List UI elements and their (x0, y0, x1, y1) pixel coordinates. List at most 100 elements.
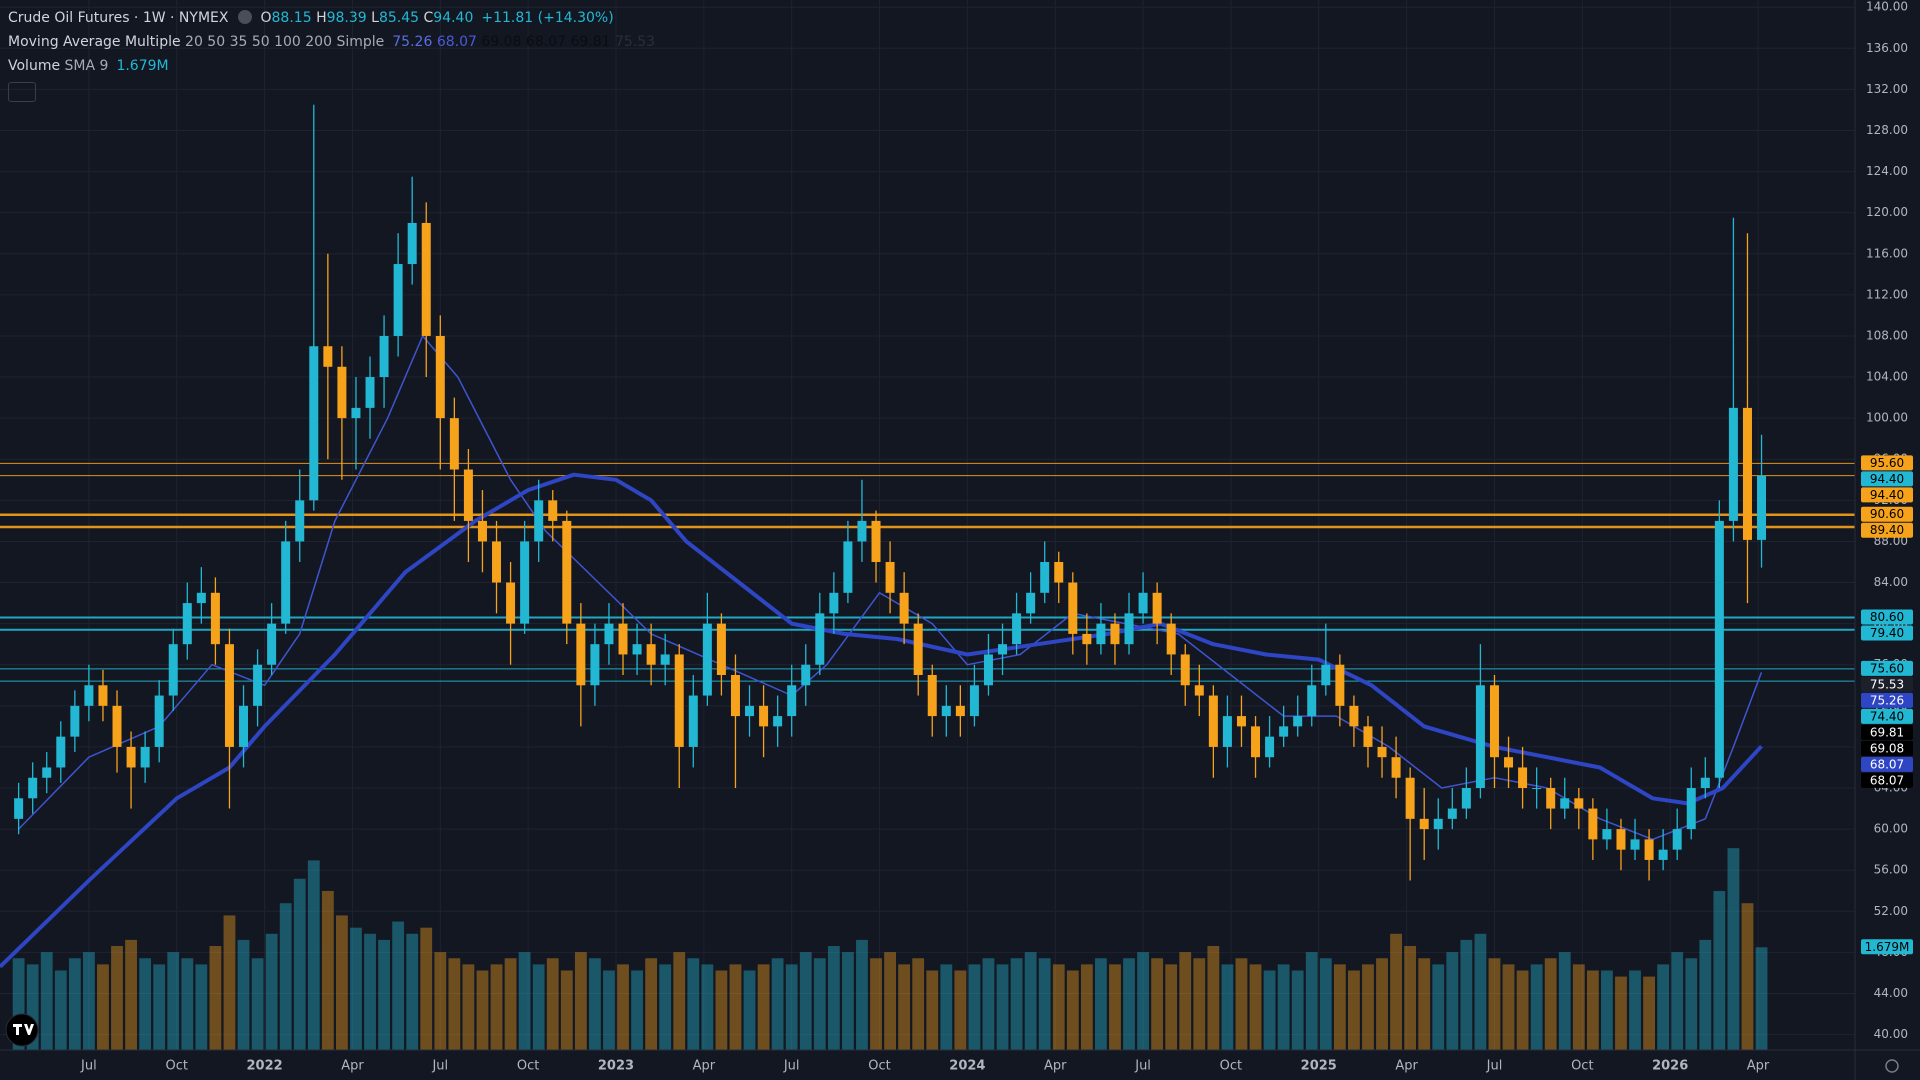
candle-body (1194, 685, 1204, 696)
x-tick-label: Oct (1571, 1059, 1593, 1074)
collapse-button[interactable] (8, 82, 36, 102)
candle-body (1293, 716, 1303, 727)
candle-body (1433, 818, 1443, 830)
volume-bar (1629, 970, 1641, 1050)
y-tick-label: 140.00 (1866, 0, 1908, 14)
candle-body (815, 613, 825, 665)
candle-body (983, 654, 993, 686)
volume-bar (1305, 952, 1318, 1050)
candle-body (1658, 849, 1668, 860)
candle-body (548, 500, 558, 521)
candle-body (730, 675, 740, 717)
candle-body (1335, 664, 1345, 706)
price-tag (1861, 455, 1913, 471)
volume-bar (771, 958, 784, 1050)
y-tick-label: 44.00 (1874, 986, 1908, 1000)
volume-bar (1095, 958, 1107, 1050)
candle-body (998, 644, 1008, 655)
volume-row: Volume SMA 9 1.679M (8, 54, 655, 78)
volume-bar (1572, 964, 1585, 1050)
ma-value: 75.53 (615, 34, 656, 50)
candle-body (309, 346, 319, 501)
candle-body (773, 716, 783, 727)
candle-body (1574, 798, 1584, 809)
ohlc-label: O (260, 10, 272, 26)
volume-bar (1432, 964, 1445, 1050)
ma-row: Moving Average Multiple 20 50 35 50 100 … (8, 30, 655, 54)
ohlc-value: 98.39 (326, 10, 367, 26)
price-tag (1861, 625, 1913, 641)
volume-bar (1755, 947, 1768, 1050)
price-tag (1861, 708, 1913, 724)
volume-bar (1362, 964, 1374, 1050)
volume-bar (1390, 933, 1402, 1050)
price-tag (1861, 756, 1913, 772)
candle-body (70, 705, 80, 737)
price-tag (1861, 660, 1913, 676)
price-tag-label: 89.40 (1870, 523, 1904, 537)
volume-bar (378, 939, 390, 1050)
symbol-title[interactable]: Crude Oil Futures · 1W · NYMEX (8, 10, 229, 26)
ma-value: 75.26 (392, 34, 433, 50)
candle-body (182, 603, 192, 645)
volume-bar (968, 964, 981, 1050)
candle-body (1054, 561, 1064, 583)
candle-body (1012, 613, 1022, 645)
candle-body (267, 623, 277, 665)
x-tick-label: Oct (166, 1059, 188, 1074)
volume-bar (111, 946, 123, 1050)
candle-body (379, 335, 389, 378)
candle-body (492, 541, 502, 583)
price-tag-label: 95.60 (1870, 456, 1904, 470)
symbol-icon[interactable] (238, 10, 253, 24)
volume-bar (82, 952, 95, 1050)
candle-body (534, 500, 544, 542)
volume-bar (336, 915, 348, 1050)
price-tag (1861, 506, 1913, 522)
candle-body (618, 623, 628, 655)
volume-bar (729, 964, 742, 1050)
candle-body (1321, 664, 1331, 686)
candle-body (1405, 777, 1415, 819)
candle-body (196, 592, 206, 604)
candle-body (955, 705, 965, 717)
volume-bar (1516, 970, 1529, 1050)
price-tag-label: 75.53 (1870, 677, 1904, 691)
x-tick-label: Jul (80, 1059, 97, 1074)
logo[interactable] (5, 1013, 39, 1047)
volume-bar (1474, 933, 1487, 1050)
volume-bar (940, 964, 953, 1050)
candle-body (1377, 746, 1387, 758)
volume-bar (1418, 958, 1431, 1050)
candle-body (857, 520, 867, 542)
candle-body (253, 664, 263, 706)
volume-bar (1066, 970, 1079, 1050)
volume-bar (307, 860, 320, 1050)
volume-name[interactable]: Volume (8, 58, 61, 74)
candle-body (1152, 592, 1162, 624)
candle-body (871, 520, 881, 562)
volume-bar (856, 939, 868, 1050)
candle-body (660, 654, 670, 665)
candle-body (421, 222, 431, 336)
candle-body (1757, 475, 1767, 540)
volume-bar (434, 952, 447, 1050)
y-tick-label: 132.00 (1866, 82, 1908, 96)
candle-body (1742, 407, 1752, 540)
x-tick-label: Jul (1134, 1059, 1151, 1074)
candle-body (885, 561, 895, 593)
ma-name[interactable]: Moving Average Multiple (8, 34, 181, 50)
candle-body (154, 695, 164, 747)
candle-body (14, 798, 24, 819)
candle-body (1082, 633, 1092, 645)
change: +11.81 (+14.30%) (481, 10, 614, 26)
candle-body (365, 377, 375, 408)
volume-bar (1657, 964, 1670, 1050)
volume-bar (1319, 958, 1332, 1050)
volume-bar (757, 964, 770, 1050)
volume-bar (1376, 958, 1388, 1050)
volume-bar (1207, 946, 1220, 1050)
candle-body (646, 644, 656, 665)
volume-bar (1151, 958, 1164, 1050)
